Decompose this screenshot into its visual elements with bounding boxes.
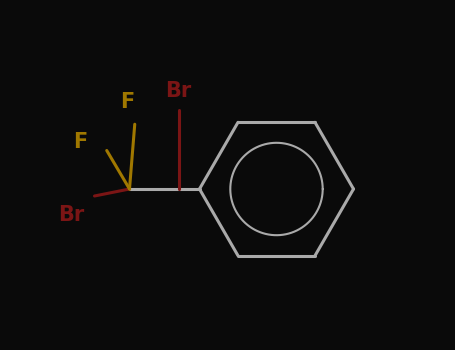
Text: F: F (73, 132, 88, 152)
Text: Br: Br (59, 205, 85, 225)
Text: F: F (121, 91, 135, 112)
Text: Br: Br (165, 81, 192, 101)
